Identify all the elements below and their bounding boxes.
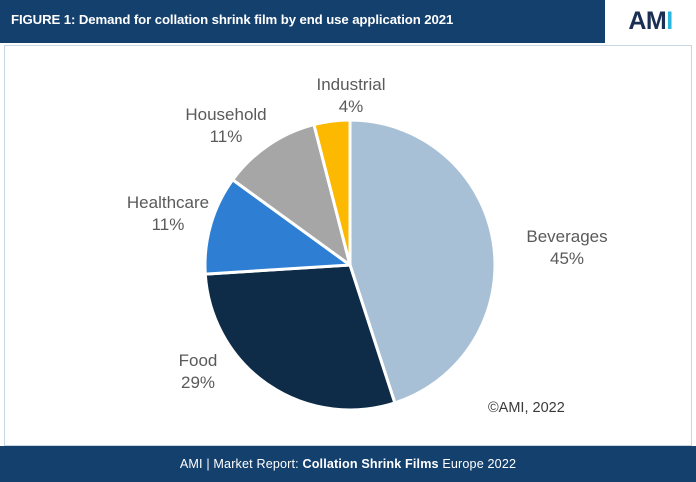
figure-footer-bar: AMI | Market Report: Collation Shrink Fi… bbox=[0, 446, 696, 482]
pie-label-food-value: 29% bbox=[180, 372, 216, 392]
ami-logo-accent: I bbox=[666, 7, 673, 35]
figure-header-bar: FIGURE 1: Demand for collation shrink fi… bbox=[0, 0, 696, 43]
pie-label-healthcare-name: Healthcare bbox=[126, 193, 210, 212]
pie-label-beverages-value: 45% bbox=[549, 248, 585, 268]
ami-logo-primary: AM bbox=[628, 7, 667, 35]
ami-logo-text: AMI bbox=[628, 7, 673, 35]
pie-label-beverages: Beverages 45% bbox=[492, 226, 642, 270]
ami-logo: AMI bbox=[605, 0, 696, 43]
footer-suffix: Europe 2022 bbox=[438, 457, 517, 471]
pie-label-household: Household 11% bbox=[156, 104, 296, 148]
footer-prefix: AMI | Market Report: bbox=[179, 457, 303, 471]
footer-caption: AMI | Market Report: Collation Shrink Fi… bbox=[180, 457, 516, 471]
copyright-notice: ©AMI, 2022 bbox=[488, 400, 565, 416]
pie-label-industrial: Industrial 4% bbox=[281, 74, 421, 118]
pie-label-industrial-name: Industrial bbox=[316, 75, 386, 94]
pie-label-food: Food 29% bbox=[143, 350, 253, 394]
page-title: FIGURE 1: Demand for collation shrink fi… bbox=[11, 12, 454, 27]
pie-label-beverages-name: Beverages bbox=[526, 227, 608, 246]
pie-label-household-value: 11% bbox=[209, 126, 243, 146]
pie-label-healthcare-value: 11% bbox=[151, 214, 185, 234]
pie-label-household-name: Household bbox=[185, 105, 267, 124]
pie-label-industrial-value: 4% bbox=[338, 96, 364, 116]
pie-label-food-name: Food bbox=[178, 351, 218, 370]
footer-report-name: Collation Shrink Films bbox=[302, 457, 439, 471]
pie-label-healthcare: Healthcare 11% bbox=[98, 192, 238, 236]
